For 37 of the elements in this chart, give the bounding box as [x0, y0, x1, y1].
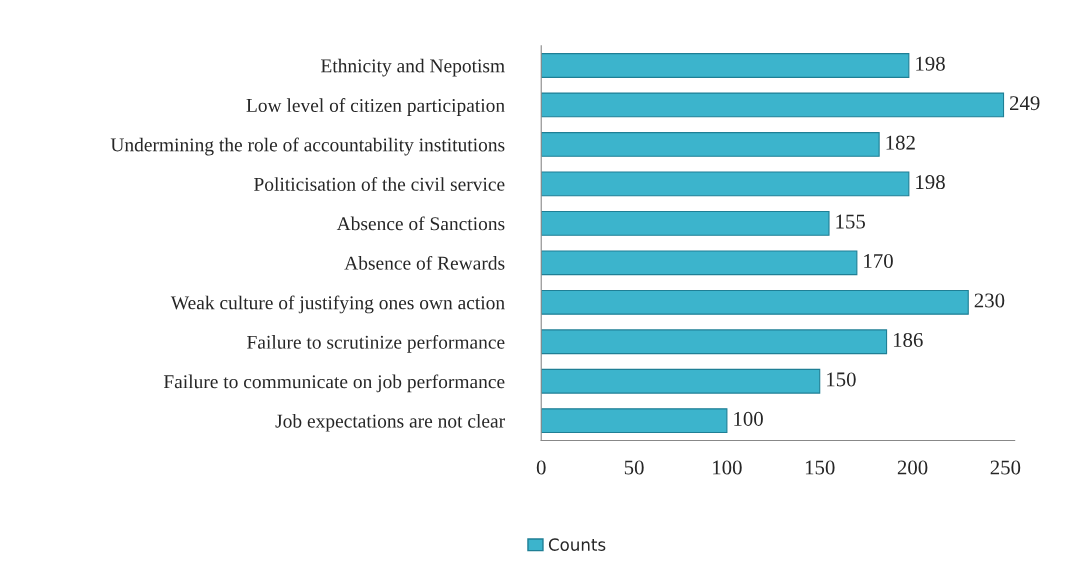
- x-tick-label: 0: [536, 460, 546, 475]
- x-tick-label: 100: [713, 460, 742, 475]
- x-tick-label: 200: [897, 460, 928, 475]
- data-label: 249: [1010, 96, 1040, 111]
- x-tick-label: 50: [624, 460, 644, 475]
- y-tick-label: Low level of citizen participation: [246, 98, 505, 116]
- bar: [541, 132, 880, 157]
- bar: [541, 329, 888, 355]
- data-label: 100: [734, 411, 763, 426]
- y-tick-label: Failure to scrutinize performance: [247, 334, 505, 353]
- data-label: 170: [864, 253, 893, 269]
- bar: [541, 250, 858, 276]
- bar: [541, 368, 821, 394]
- bar: [541, 210, 830, 236]
- data-label: 155: [836, 214, 865, 229]
- y-tick-label: Absence of Sanctions: [336, 216, 505, 231]
- y-tick-label: Failure to communicate on job performance: [163, 374, 505, 393]
- y-tick-label: Ethnicity and Nepotism: [320, 58, 505, 77]
- x-tick-label: 250: [990, 460, 1021, 475]
- y-tick-label: Weak culture of justifying ones own action: [170, 295, 505, 314]
- bar: [541, 171, 910, 197]
- data-label: 198: [916, 175, 945, 190]
- data-label: 186: [893, 332, 923, 347]
- legend-label: Counts: [548, 538, 606, 551]
- data-label: 198: [916, 56, 945, 71]
- x-tick-label: 150: [805, 460, 835, 475]
- y-tick-label: Job expectations are not clear: [275, 413, 505, 432]
- data-label: 150: [827, 372, 856, 387]
- y-tick-label: Politicisation of the civil service: [254, 176, 505, 191]
- y-tick-label: Absence of Rewards: [344, 255, 505, 270]
- data-label: 182: [886, 135, 915, 150]
- data-label: 230: [974, 293, 1005, 308]
- bar: [541, 408, 728, 434]
- bar: [541, 289, 969, 315]
- bar: [541, 92, 1005, 118]
- bar: [541, 53, 910, 78]
- y-tick-label: Undermining the role of accountability institutions: [110, 137, 505, 156]
